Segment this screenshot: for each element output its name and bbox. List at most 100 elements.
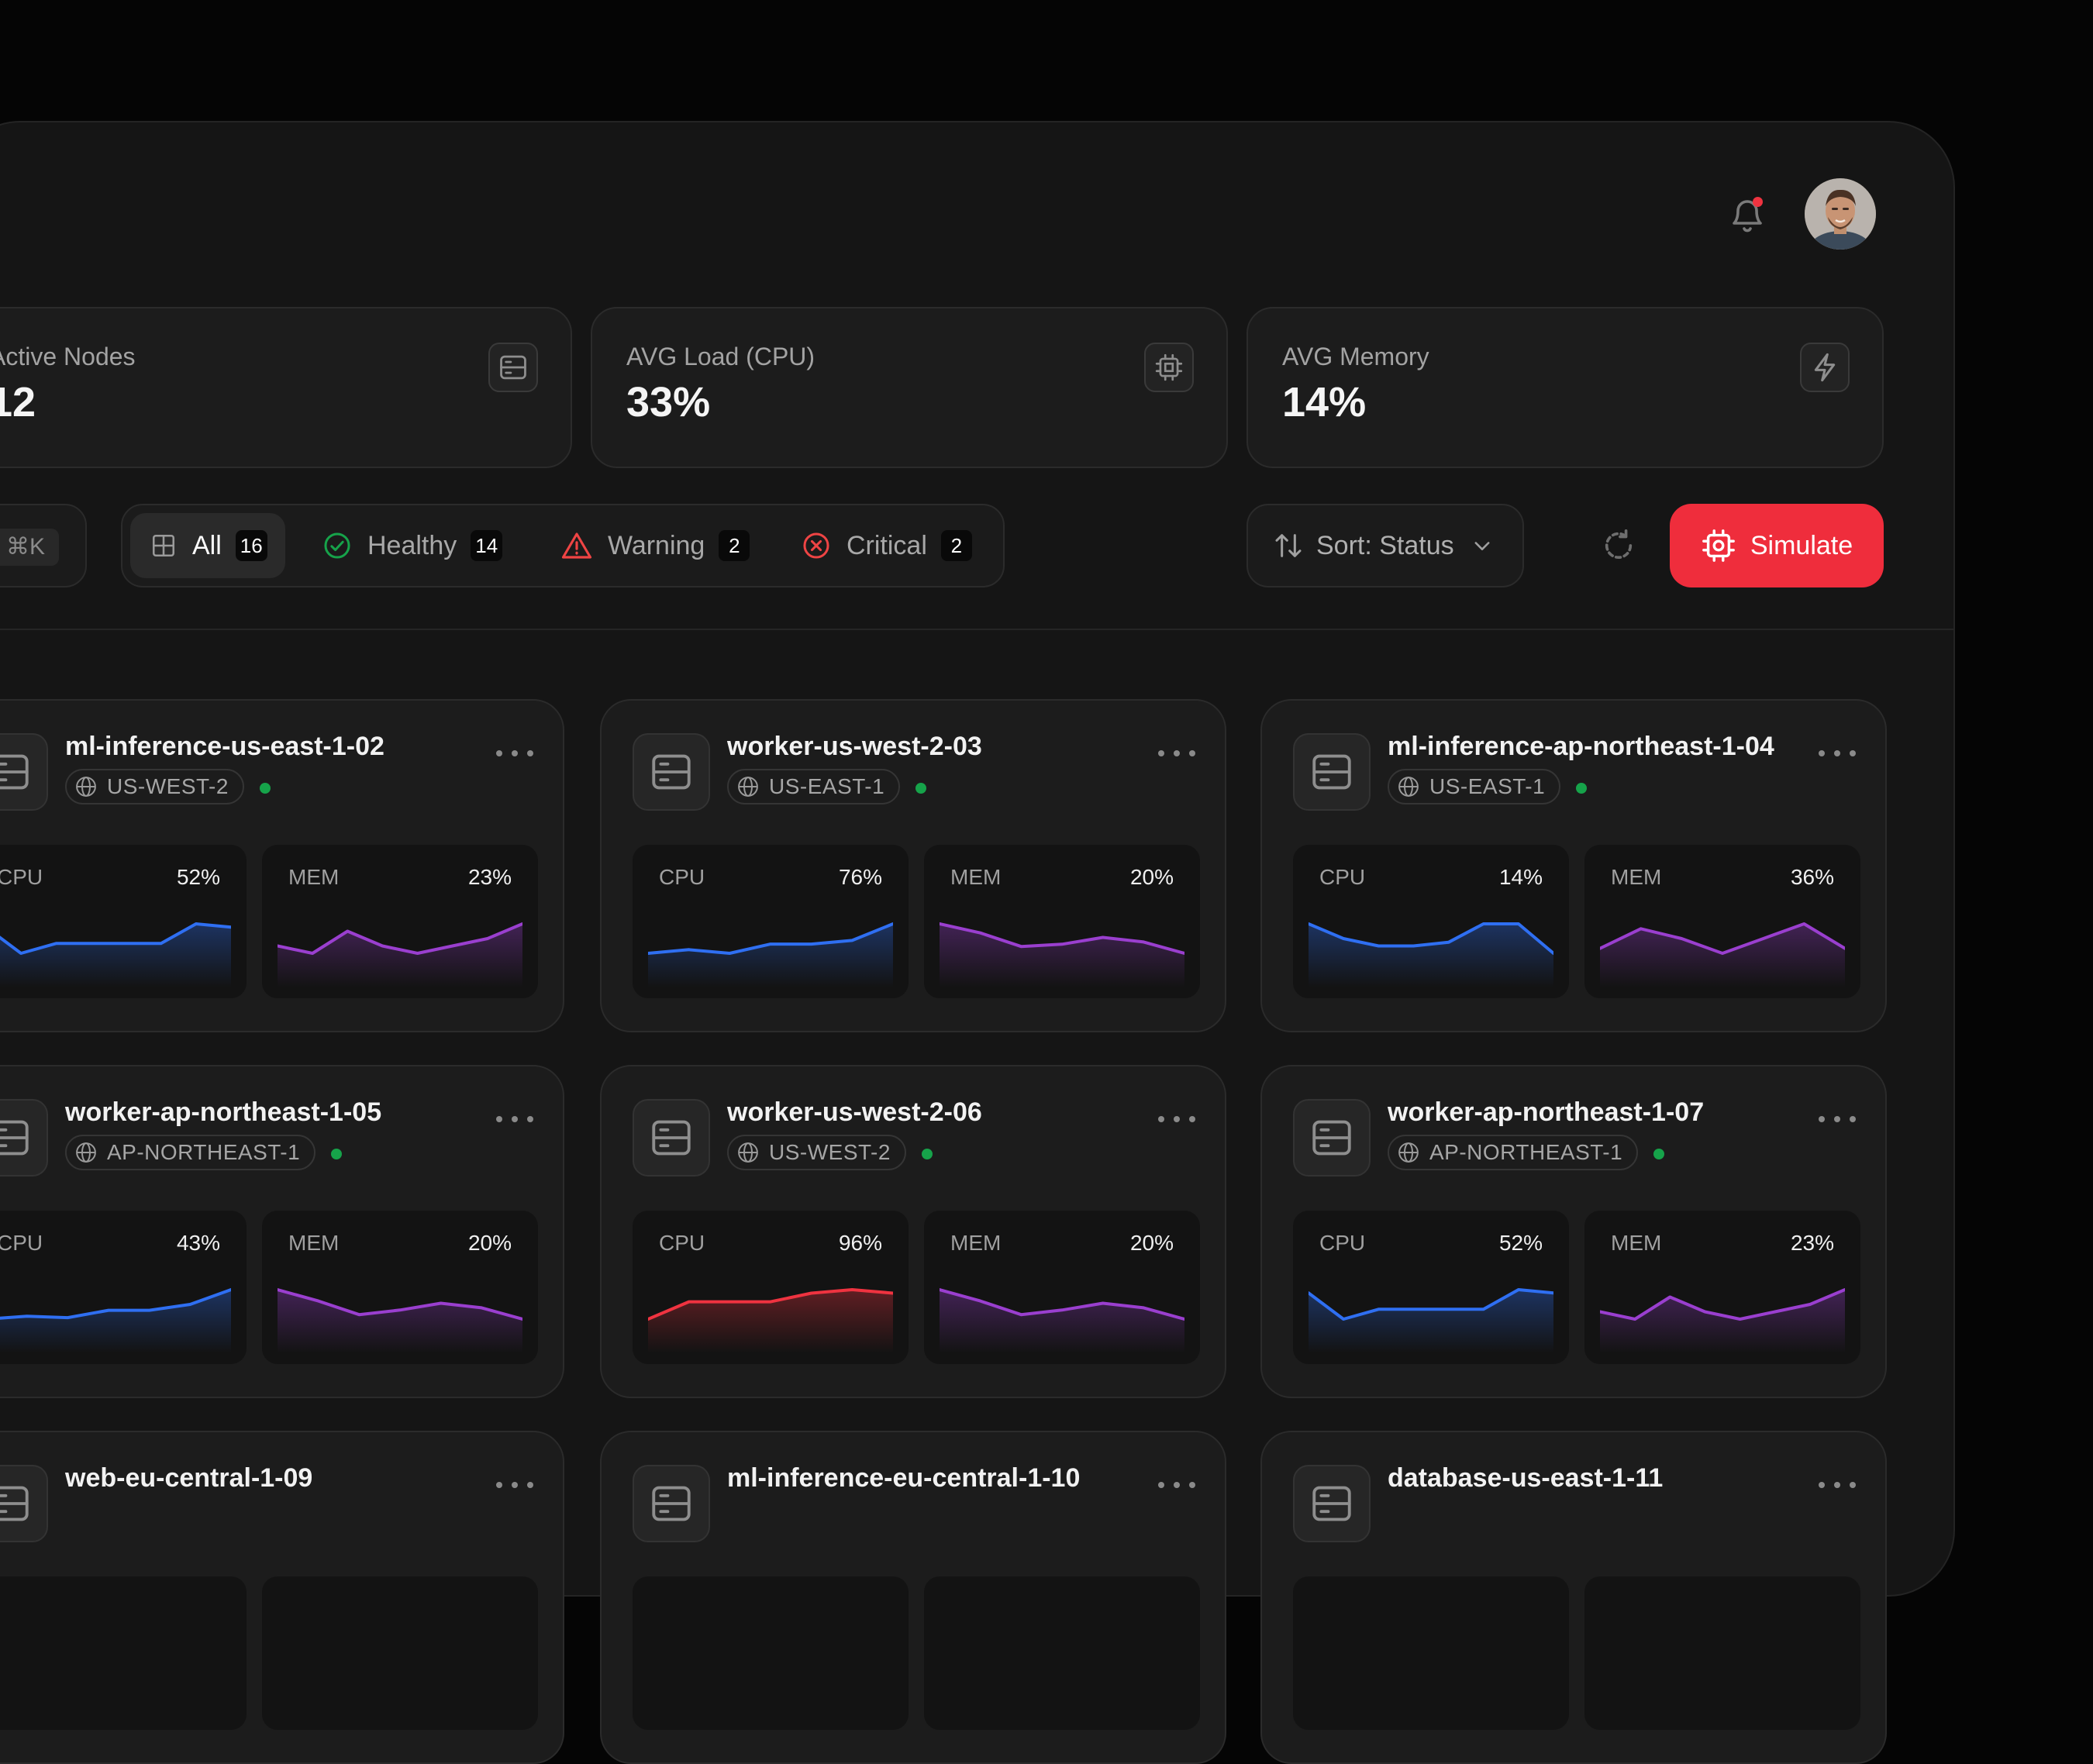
region-label: US-WEST-2 xyxy=(769,1140,891,1164)
server-icon xyxy=(1293,733,1371,811)
more-options-button[interactable] xyxy=(1819,744,1856,763)
stat-active-nodes: Active Nodes 12 xyxy=(0,307,572,468)
more-icon xyxy=(1819,1116,1825,1122)
stat-value: 33% xyxy=(626,379,711,425)
node-name: worker-ap-northeast-1-07 xyxy=(1388,1097,1705,1127)
region-badge: AP-NORTHEAST-1 xyxy=(65,1135,316,1170)
cpu-icon xyxy=(1702,529,1735,562)
stat-value: 12 xyxy=(0,379,36,425)
mem-area xyxy=(278,924,522,987)
cpu-metric xyxy=(1293,1576,1569,1730)
more-options-button[interactable] xyxy=(1158,744,1195,763)
filter-warning[interactable]: Warning 2 xyxy=(561,513,750,578)
mem-label: MEM xyxy=(950,1231,1002,1255)
more-icon xyxy=(496,1482,502,1488)
more-options-button[interactable] xyxy=(1819,1110,1856,1128)
mem-line xyxy=(278,922,522,955)
status-dot xyxy=(915,783,926,794)
mem-area xyxy=(1600,924,1845,987)
mem-sparkline xyxy=(278,922,522,987)
sort-dropdown[interactable]: Sort: Status xyxy=(1246,504,1524,587)
mem-metric xyxy=(1584,1576,1860,1730)
region-label: AP-NORTHEAST-1 xyxy=(107,1140,301,1164)
cpu-value: 96% xyxy=(838,1231,882,1255)
cpu-label: CPU xyxy=(659,1231,705,1255)
cpu-value: 52% xyxy=(176,865,220,889)
server-icon xyxy=(0,1099,48,1177)
search-shortcut[interactable]: ⌘K xyxy=(0,504,87,587)
filter-label: Warning xyxy=(608,530,705,560)
more-options-button[interactable] xyxy=(1158,1110,1195,1128)
filter-count: 14 xyxy=(471,530,503,561)
refresh-icon xyxy=(1605,529,1633,559)
filter-critical[interactable]: Critical 2 xyxy=(802,513,972,578)
cpu-value: 76% xyxy=(838,865,882,889)
stat-label: Active Nodes xyxy=(0,343,136,370)
mem-line xyxy=(1600,922,1845,955)
mem-sparkline xyxy=(940,1288,1184,1353)
more-icon xyxy=(1158,1116,1164,1122)
node-card[interactable]: worker-ap-northeast-1-05 AP-NORTHEAST-1 … xyxy=(0,1065,564,1398)
mem-value: 20% xyxy=(1129,1231,1174,1255)
node-name: ml-inference-eu-central-1-10 xyxy=(727,1463,1081,1493)
more-options-button[interactable] xyxy=(496,1476,533,1494)
region-badge: US-EAST-1 xyxy=(727,769,901,804)
mem-metric xyxy=(262,1576,538,1730)
cpu-line xyxy=(648,1288,893,1321)
cpu-sparkline xyxy=(648,1288,893,1353)
node-card[interactable]: worker-ap-northeast-1-07 AP-NORTHEAST-1 … xyxy=(1260,1065,1887,1398)
mem-label: MEM xyxy=(288,865,340,889)
more-icon xyxy=(496,1116,502,1122)
filter-count: 16 xyxy=(235,530,267,561)
node-card[interactable]: ml-inference-eu-central-1-10 xyxy=(600,1431,1226,1764)
server-icon xyxy=(633,1099,710,1177)
stat-label: AVG Load (CPU) xyxy=(626,343,815,370)
bolt-icon xyxy=(1800,343,1850,392)
node-card[interactable]: worker-us-west-2-06 US-WEST-2 CPU 96% ME… xyxy=(600,1065,1226,1398)
notifications-button[interactable] xyxy=(1721,189,1774,242)
filter-count: 2 xyxy=(719,530,750,561)
bell-icon xyxy=(1733,200,1762,233)
globe-icon xyxy=(76,777,96,797)
node-name: web-eu-central-1-09 xyxy=(65,1463,313,1493)
mem-line xyxy=(940,922,1184,955)
node-card[interactable]: web-eu-central-1-09 xyxy=(0,1431,564,1764)
cpu-line xyxy=(1309,922,1553,955)
status-filter-group: All 16 Healthy 14 Warning 2 Critical 2 xyxy=(121,504,1005,587)
status-dot xyxy=(1653,1149,1664,1159)
filter-all[interactable]: All 16 xyxy=(130,513,285,578)
refresh-button[interactable] xyxy=(1597,524,1640,567)
mem-sparkline xyxy=(940,922,1184,987)
mem-label: MEM xyxy=(1611,865,1662,889)
cpu-sparkline xyxy=(0,1288,231,1353)
cpu-metric: CPU 76% xyxy=(633,845,909,998)
mem-line xyxy=(1600,1288,1845,1321)
grid-icon xyxy=(152,534,175,557)
more-icon xyxy=(1819,1482,1825,1488)
status-dot xyxy=(260,783,271,794)
globe-icon xyxy=(76,1142,96,1163)
node-card[interactable]: worker-us-west-2-03 US-EAST-1 CPU 76% ME… xyxy=(600,699,1226,1032)
mem-value: 20% xyxy=(1129,865,1174,889)
user-avatar[interactable] xyxy=(1805,178,1876,250)
simulate-button[interactable]: Simulate xyxy=(1670,504,1884,587)
cpu-line xyxy=(648,922,893,955)
filter-healthy[interactable]: Healthy 14 xyxy=(322,513,503,578)
region-label: US-EAST-1 xyxy=(769,774,885,798)
node-card[interactable]: ml-inference-us-east-1-02 US-WEST-2 CPU … xyxy=(0,699,564,1032)
cpu-area xyxy=(0,1290,231,1353)
cpu-icon xyxy=(1144,343,1194,392)
cpu-area xyxy=(648,1290,893,1353)
more-options-button[interactable] xyxy=(496,1110,533,1128)
mem-value: 23% xyxy=(1790,1231,1834,1255)
node-card[interactable]: ml-inference-ap-northeast-1-04 US-EAST-1… xyxy=(1260,699,1887,1032)
node-name: worker-ap-northeast-1-05 xyxy=(65,1097,382,1127)
stat-avg-memory: AVG Memory 14% xyxy=(1246,307,1884,468)
cpu-sparkline xyxy=(648,922,893,987)
more-options-button[interactable] xyxy=(1158,1476,1195,1494)
node-card[interactable]: database-us-east-1-11 xyxy=(1260,1431,1887,1764)
section-divider xyxy=(0,629,1953,630)
more-options-button[interactable] xyxy=(496,744,533,763)
more-options-button[interactable] xyxy=(1819,1476,1856,1494)
mem-sparkline xyxy=(1600,922,1845,987)
